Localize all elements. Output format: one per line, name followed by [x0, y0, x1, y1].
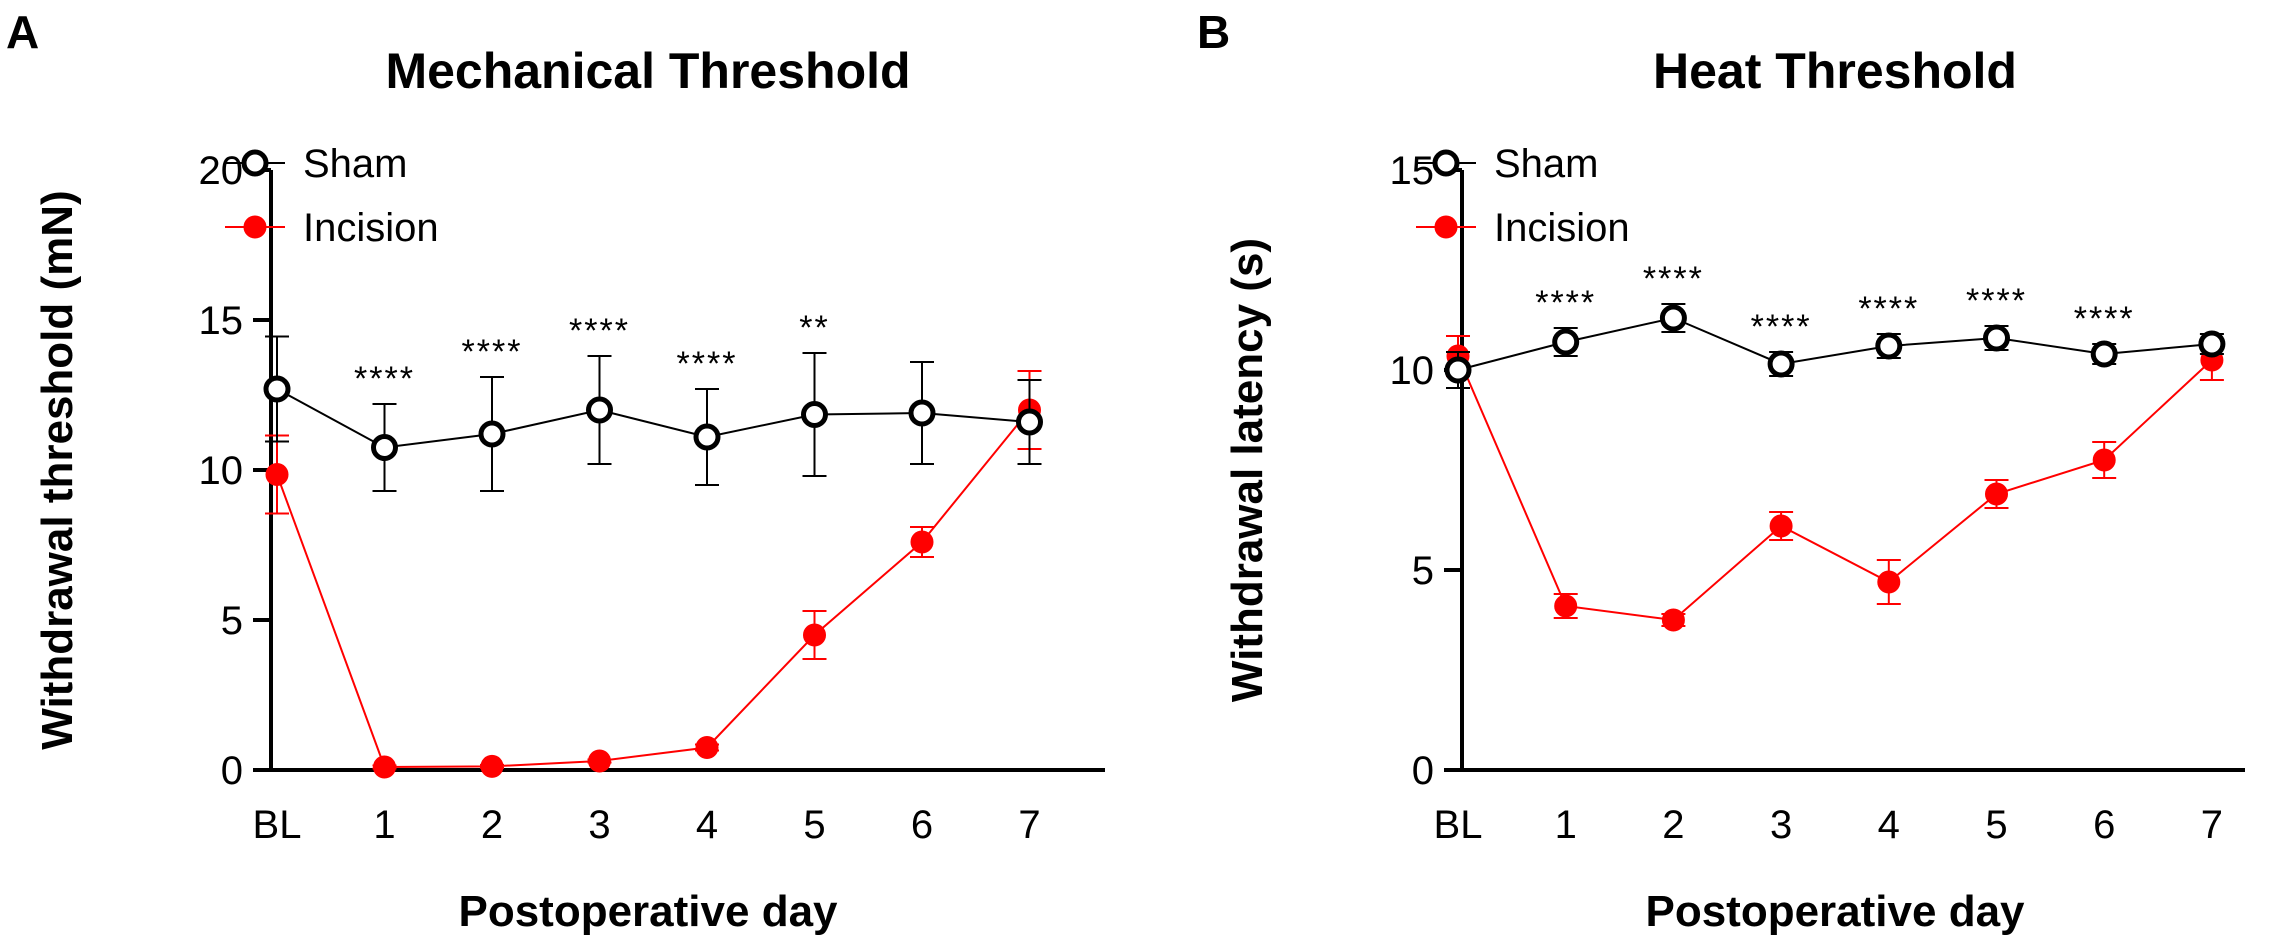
x-axis-label: Postoperative day	[1645, 887, 2025, 936]
y-tick-label: 20	[199, 149, 244, 193]
y-tick-label: 0	[221, 749, 243, 793]
significance-label: ****	[354, 360, 415, 398]
data-point	[695, 736, 719, 759]
y-tick-label: 15	[1390, 149, 1435, 193]
series-line	[276, 388, 1030, 449]
data-point	[588, 749, 611, 773]
x-tick-label: 4	[696, 803, 718, 847]
legend: Sham Incision	[225, 142, 439, 250]
series-incision	[265, 370, 1042, 779]
x-axis-label: Postoperative day	[458, 887, 838, 936]
legend: Sham Incision	[1416, 142, 1630, 250]
data-point	[371, 434, 398, 461]
y-tick-label: 10	[1390, 349, 1435, 393]
y-tick-label: 5	[1412, 549, 1434, 593]
data-point	[1444, 356, 1472, 384]
x-tick-label: 6	[911, 803, 933, 847]
chart-panel-b: B Heat Threshold 0 5 10 15 BL 1 2 3 4 5 6 7 Postoperat…	[1197, 6, 2245, 936]
y-axis-label: Withdrawal threshold (mN)	[33, 190, 82, 749]
data-point	[373, 755, 396, 779]
series-line	[1457, 316, 2212, 371]
x-tick-label: 7	[2201, 803, 2223, 847]
x-tick-label: 2	[1662, 803, 1684, 847]
data-point	[2090, 340, 2118, 368]
significance-label: ****	[677, 345, 738, 383]
x-tick-label: 5	[1985, 803, 2007, 847]
y-tick-label: 10	[199, 449, 244, 493]
series-sham	[263, 335, 1043, 492]
series-sham	[1444, 303, 2226, 389]
x-tick-label: 4	[1878, 803, 1900, 847]
significance-label: ****	[1966, 282, 2027, 320]
data-point	[478, 420, 506, 448]
legend-marker	[1432, 149, 1460, 177]
x-tick-label: BL	[253, 803, 302, 847]
legend-label: Incision	[1494, 206, 1630, 250]
data-point	[803, 623, 826, 647]
chart-title: Heat Threshold	[1653, 43, 2017, 99]
data-point	[1875, 332, 1903, 360]
data-point	[1016, 408, 1043, 436]
y-tick-label: 0	[1412, 749, 1434, 793]
significance-label: ****	[2074, 300, 2135, 338]
data-point	[1769, 514, 1793, 538]
data-point	[1877, 570, 1901, 594]
data-point	[1554, 594, 1578, 618]
legend-label: Sham	[1494, 142, 1599, 186]
y-axis-label: Withdrawal latency (s)	[1223, 238, 1272, 702]
x-tick-label: 7	[1018, 803, 1040, 847]
significance-label: ****	[1535, 284, 1596, 322]
legend-label: Sham	[303, 142, 408, 186]
data-point	[908, 399, 936, 427]
legend-marker	[243, 215, 267, 239]
data-point	[801, 401, 828, 428]
data-point	[480, 754, 504, 778]
x-tick-label: 5	[803, 803, 825, 847]
series-line	[1457, 355, 2213, 622]
panel-letter: B	[1197, 6, 1230, 58]
x-tick-label: 1	[1555, 803, 1577, 847]
data-point	[263, 375, 291, 403]
significance-label: ****	[1858, 290, 1919, 328]
data-point	[2092, 448, 2116, 472]
significance-label: **	[799, 309, 829, 347]
y-tick-label: 5	[221, 599, 243, 643]
x-tick-label: 2	[481, 803, 503, 847]
x-tick-label: 1	[373, 803, 395, 847]
data-point	[693, 423, 721, 451]
data-point	[1985, 482, 2008, 506]
chart-title: Mechanical Threshold	[385, 43, 910, 99]
panel-letter: A	[6, 6, 39, 58]
data-point	[910, 530, 934, 554]
series-line	[276, 409, 1031, 769]
data-point	[1983, 324, 2010, 352]
data-point	[1661, 608, 1685, 632]
x-tick-label: BL	[1434, 803, 1483, 847]
data-point	[1552, 328, 1580, 356]
x-tick-label: 3	[588, 803, 610, 847]
data-point	[586, 396, 613, 424]
legend-label: Incision	[303, 206, 439, 250]
significance-label: ****	[1751, 308, 1812, 346]
x-tick-label: 3	[1770, 803, 1792, 847]
data-point	[2198, 330, 2226, 358]
significance-label: ****	[462, 333, 523, 371]
legend-marker	[1434, 215, 1458, 239]
significance-label: ****	[569, 312, 630, 350]
chart-panel-a: A Mechanical Threshold 0 5 10 15 20 BL 1 2 3 4 5 6 7 Po…	[6, 6, 1105, 936]
y-tick-label: 15	[199, 299, 244, 343]
data-point	[1767, 350, 1795, 378]
data-point	[265, 463, 289, 486]
data-point	[1659, 304, 1687, 332]
significance-label: ****	[1643, 260, 1704, 298]
x-tick-label: 6	[2093, 803, 2115, 847]
series-incision	[1446, 335, 2224, 632]
legend-marker	[241, 149, 269, 177]
